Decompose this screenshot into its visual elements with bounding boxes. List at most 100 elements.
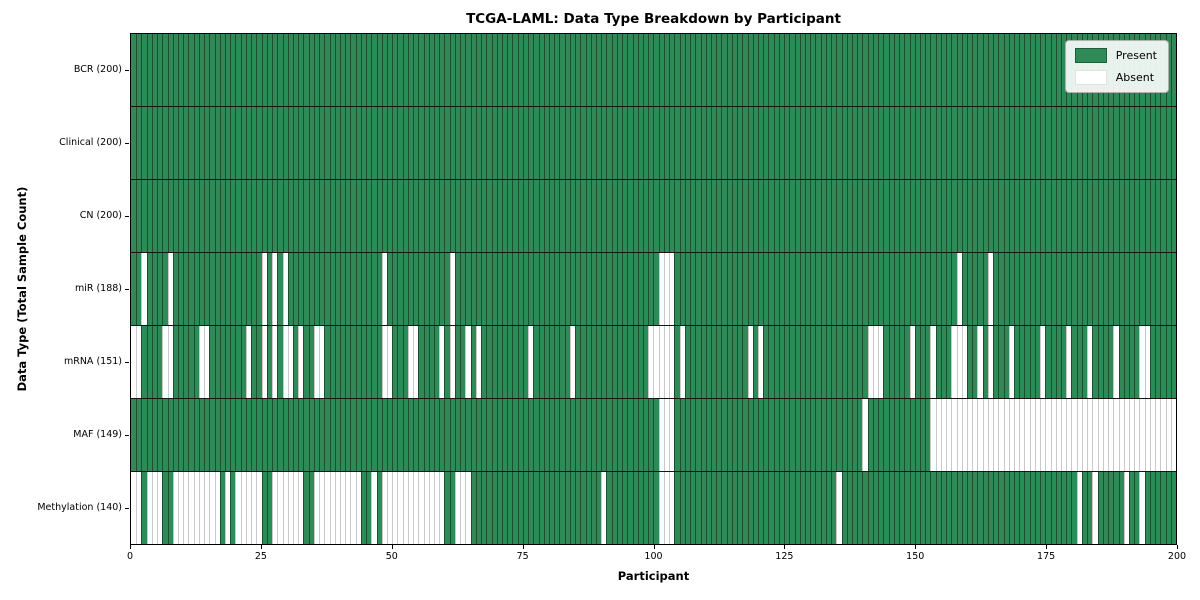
heatmap-cell [805,180,811,252]
heatmap-cell [1003,107,1009,179]
heatmap-cell [230,107,236,179]
heatmap-cell [1160,326,1166,398]
heatmap-cell [658,107,664,179]
heatmap-cell [298,472,304,544]
heatmap-cell [345,107,351,179]
heatmap-cell [1097,107,1103,179]
heatmap-cell [773,326,779,398]
heatmap-cell [716,34,722,106]
heatmap-cell [643,34,649,106]
heatmap-cell [538,107,544,179]
heatmap-cell [846,34,853,106]
heatmap-cell [883,34,889,106]
heatmap-cell [324,399,330,471]
heatmap-cell [998,472,1004,544]
heatmap-cell [1097,180,1103,252]
heatmap-cell [914,180,920,252]
heatmap-cell [731,107,738,179]
heatmap-cell [501,34,508,106]
heatmap-cell [507,399,513,471]
heatmap-cell [596,253,602,325]
heatmap-cell [987,399,994,471]
heatmap-cell [1045,472,1051,544]
heatmap-cell [585,253,591,325]
heatmap-cell [1014,472,1020,544]
heatmap-cell [1139,399,1145,471]
heatmap-cell [209,399,215,471]
heatmap-cell [695,326,701,398]
heatmap-cell [1134,399,1140,471]
heatmap-cell [867,253,873,325]
heatmap-cell [1123,253,1129,325]
heatmap-cell [1024,107,1030,179]
heatmap-cell [710,472,717,544]
heatmap-cell [428,253,435,325]
heatmap-cell [700,253,706,325]
heatmap-cell [1113,472,1119,544]
heatmap-cell [925,107,931,179]
heatmap-cell [491,326,497,398]
heatmap-cell [407,472,414,544]
heatmap-cell [867,107,873,179]
heatmap-cell [407,180,414,252]
heatmap-cell [611,253,617,325]
heatmap-cell [768,472,774,544]
heatmap-cell [914,472,920,544]
heatmap-cell [810,253,816,325]
heatmap-cell [434,472,440,544]
heatmap-cell [298,399,304,471]
heatmap-cell [794,399,800,471]
heatmap-cell [355,253,361,325]
heatmap-cell [1118,107,1124,179]
heatmap-cell [366,34,372,106]
heatmap-cell [371,107,377,179]
heatmap-cell [773,253,779,325]
heatmap-cell [146,326,152,398]
heatmap-cell [622,34,628,106]
legend-item-present: Present [1074,48,1157,63]
heatmap-cell [684,399,691,471]
heatmap-cell [857,34,863,106]
heatmap-cell [287,253,293,325]
heatmap-cell [151,472,158,544]
heatmap-cell [914,107,920,179]
heatmap-cell [982,107,988,179]
heatmap-cell [862,326,868,398]
heatmap-cell [1118,253,1124,325]
heatmap-cell [303,399,309,471]
heatmap-cell [204,180,210,252]
heatmap-cell [919,180,926,252]
heatmap-cell [831,107,837,179]
heatmap-cell [501,107,508,179]
heatmap-cell [575,180,581,252]
heatmap-cell [752,107,758,179]
heatmap-cell [987,180,994,252]
heatmap-cell [805,399,811,471]
heatmap-cell [956,253,962,325]
heatmap-cell [893,399,900,471]
heatmap-cell [501,253,508,325]
heatmap-cell [852,472,858,544]
heatmap-cell [522,34,529,106]
heatmap-cell [481,253,487,325]
heatmap-cell [501,326,508,398]
heatmap-cell [1019,34,1025,106]
heatmap-cell [747,472,753,544]
heatmap-cell [757,326,764,398]
heatmap-cell [669,107,675,179]
heatmap-cell [1092,326,1098,398]
heatmap-cell [1087,107,1093,179]
heatmap-cell [601,107,607,179]
heatmap-cell [799,107,806,179]
heatmap-cell [784,34,790,106]
heatmap-cell [303,326,309,398]
heatmap-cell [1008,399,1015,471]
heatmap-cell [637,399,644,471]
heatmap-cell [825,180,832,252]
heatmap-cell [157,253,163,325]
heatmap-cell [360,253,367,325]
heatmap-cell [198,180,205,252]
heatmap-cell [188,34,194,106]
heatmap-cell [810,107,816,179]
heatmap-cell [533,180,539,252]
